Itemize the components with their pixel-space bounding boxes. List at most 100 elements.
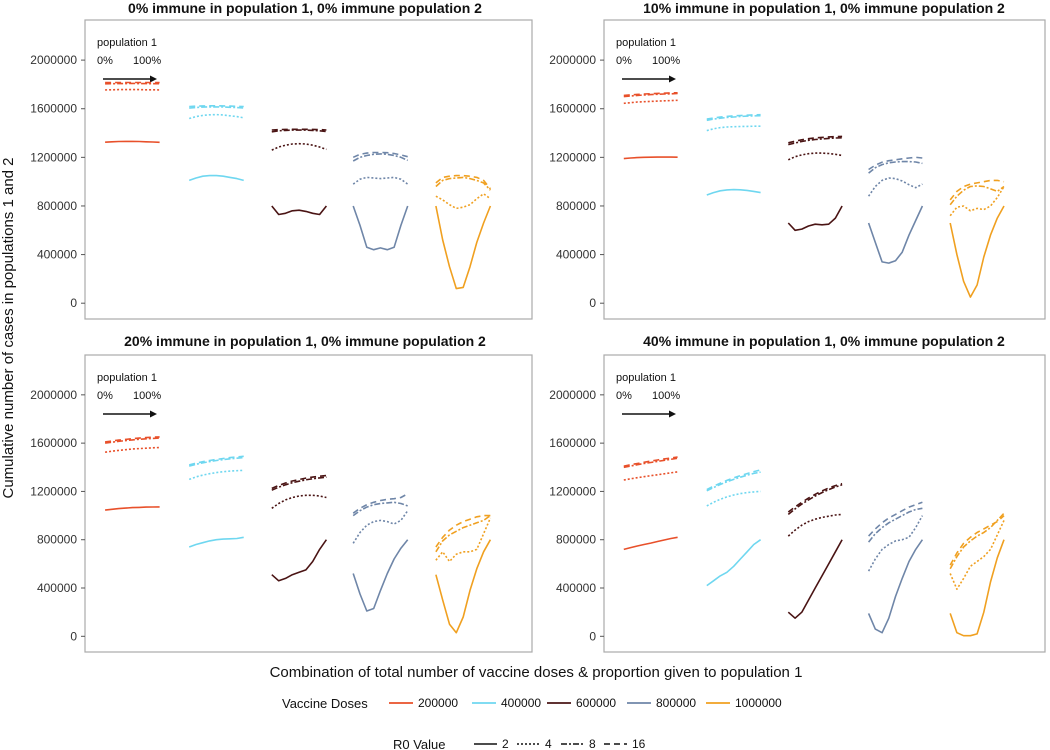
series-line-doses-600000-r0-2 bbox=[271, 205, 328, 216]
series-line-doses-400000-r0-8 bbox=[189, 106, 244, 109]
annotation-right: 100% bbox=[652, 55, 680, 67]
series-line-doses-800000-r0-8 bbox=[352, 501, 408, 517]
series-line-doses-600000-r0-8 bbox=[271, 476, 327, 491]
series-line-doses-200000-r0-16 bbox=[104, 436, 160, 443]
y-tick-label: 0 bbox=[589, 296, 596, 310]
panel-title-1: 10% immune in population 1, 0% immune po… bbox=[643, 0, 1005, 16]
legend-label-r0-16: 16 bbox=[632, 737, 646, 750]
series-line-doses-600000-r0-4 bbox=[787, 513, 843, 537]
y-tick-label: 400000 bbox=[37, 581, 77, 595]
series-line-doses-200000-r0-16 bbox=[623, 92, 678, 97]
y-tick-label: 1200000 bbox=[549, 484, 596, 498]
series-line-doses-400000-r0-4 bbox=[188, 113, 244, 120]
series-line-doses-400000-r0-8 bbox=[706, 114, 761, 122]
series-line-doses-200000-r0-2 bbox=[623, 536, 678, 551]
series-line-doses-800000-r0-8 bbox=[868, 160, 923, 174]
annotation-arrowhead bbox=[669, 75, 676, 83]
y-tick-label: 1600000 bbox=[30, 436, 77, 450]
panel-3: 0 400000 800000 1200000 1600000 2000000 popula… bbox=[549, 354, 1046, 653]
series-line-doses-1000000-r0-4 bbox=[949, 186, 1005, 217]
series-line-doses-200000-r0-2 bbox=[105, 506, 160, 511]
series-line-doses-400000-r0-16 bbox=[706, 113, 761, 120]
panel-border bbox=[603, 19, 1046, 320]
series-line-doses-200000-r0-8 bbox=[623, 92, 678, 98]
series-line-doses-200000-r0-8 bbox=[104, 437, 160, 444]
series-line-doses-800000-r0-4 bbox=[352, 176, 409, 185]
series-line-doses-400000-r0-2 bbox=[188, 536, 244, 548]
series-line-doses-1000000-r0-16 bbox=[435, 174, 492, 190]
annotation-left: 0% bbox=[616, 390, 632, 402]
y-tick-label: 400000 bbox=[556, 581, 596, 595]
series-line-doses-200000-r0-4 bbox=[623, 99, 678, 105]
series-line-doses-800000-r0-4 bbox=[867, 177, 923, 197]
y-tick-label: 2000000 bbox=[549, 53, 596, 67]
series-line-doses-200000-r0-2 bbox=[105, 140, 160, 144]
panel-2: 0 400000 800000 1200000 1600000 2000000 popula… bbox=[30, 354, 533, 653]
y-tick-label: 1600000 bbox=[549, 436, 596, 450]
panel-title-0: 0% immune in population 1, 0% immune pop… bbox=[128, 0, 482, 16]
series-line-doses-1000000-r0-8 bbox=[435, 514, 491, 553]
annotation-left: 0% bbox=[616, 55, 632, 67]
series-line-doses-800000-r0-8 bbox=[352, 153, 409, 162]
series-line-doses-600000-r0-4 bbox=[787, 152, 843, 161]
legend-r0-value: R0 Value 2 4 8 16 bbox=[393, 737, 646, 750]
series-line-doses-600000-r0-2 bbox=[787, 539, 843, 619]
series-line-doses-800000-r0-2 bbox=[352, 539, 409, 612]
y-tick-label: 1200000 bbox=[30, 150, 77, 164]
annotation-left: 0% bbox=[97, 55, 113, 67]
series-line-doses-200000-r0-4 bbox=[623, 471, 678, 481]
series-line-doses-1000000-r0-4 bbox=[435, 193, 491, 210]
y-tick-label: 800000 bbox=[556, 533, 596, 547]
series-line-doses-1000000-r0-16 bbox=[435, 514, 491, 548]
series-line-doses-600000-r0-16 bbox=[271, 128, 327, 131]
series-line-doses-1000000-r0-4 bbox=[435, 517, 492, 563]
legend-label-400000: 400000 bbox=[501, 696, 541, 710]
series-line-doses-400000-r0-2 bbox=[706, 188, 761, 196]
legend-label-r0-2: 2 bbox=[502, 737, 509, 750]
series-line-doses-600000-r0-4 bbox=[271, 494, 327, 509]
y-tick-label: 1600000 bbox=[549, 102, 596, 116]
series-line-doses-1000000-r0-4 bbox=[949, 520, 1005, 590]
y-tick-label: 800000 bbox=[556, 199, 596, 213]
annotation-label: population 1 bbox=[616, 372, 676, 384]
annotation-arrowhead bbox=[150, 410, 157, 418]
annotation-arrowhead bbox=[669, 410, 676, 418]
series-line-doses-400000-r0-16 bbox=[189, 105, 244, 108]
annotation-left: 0% bbox=[97, 390, 113, 402]
x-axis-title: Combination of total number of vaccine d… bbox=[270, 664, 803, 681]
y-tick-label: 0 bbox=[70, 629, 77, 643]
annotation-label: population 1 bbox=[97, 37, 157, 49]
series-line-doses-1000000-r0-2 bbox=[435, 205, 492, 290]
legend-label-200000: 200000 bbox=[418, 696, 458, 710]
panel-title-3: 40% immune in population 1, 0% immune po… bbox=[643, 333, 1005, 349]
y-tick-label: 400000 bbox=[37, 248, 77, 262]
panels-layer: 0 400000 800000 1200000 1600000 2000000 popula… bbox=[30, 19, 1046, 653]
series-line-doses-600000-r0-16 bbox=[787, 482, 843, 513]
annotation-label: population 1 bbox=[616, 37, 676, 49]
y-tick-label: 1600000 bbox=[30, 102, 77, 116]
series-line-doses-200000-r0-16 bbox=[623, 456, 678, 467]
annotation-right: 100% bbox=[133, 55, 161, 67]
series-line-doses-1000000-r0-2 bbox=[949, 205, 1005, 298]
series-line-doses-200000-r0-4 bbox=[104, 446, 160, 453]
legend-label-1000000: 1000000 bbox=[735, 696, 782, 710]
series-line-doses-600000-r0-4 bbox=[271, 142, 327, 151]
y-tick-label: 400000 bbox=[556, 248, 596, 262]
y-tick-label: 0 bbox=[70, 296, 77, 310]
y-axis-title: Cumulative number of cases in population… bbox=[0, 157, 17, 498]
series-line-doses-800000-r0-2 bbox=[867, 205, 924, 264]
series-line-doses-800000-r0-16 bbox=[868, 501, 923, 537]
panel-border bbox=[84, 19, 533, 320]
series-line-doses-400000-r0-2 bbox=[188, 174, 244, 182]
series-line-doses-200000-r0-8 bbox=[623, 457, 678, 469]
annotation-right: 100% bbox=[133, 390, 161, 402]
legend-label-r0-4: 4 bbox=[545, 737, 552, 750]
series-line-doses-400000-r0-8 bbox=[188, 456, 244, 467]
y-tick-label: 1200000 bbox=[30, 484, 77, 498]
series-line-doses-800000-r0-8 bbox=[867, 507, 923, 543]
panel-1: 0 400000 800000 1200000 1600000 2000000 popula… bbox=[549, 19, 1046, 320]
annotation-right: 100% bbox=[652, 390, 680, 402]
series-line-doses-600000-r0-2 bbox=[271, 539, 328, 582]
series-line-doses-1000000-r0-8 bbox=[949, 185, 1005, 206]
series-line-doses-800000-r0-4 bbox=[352, 510, 409, 544]
